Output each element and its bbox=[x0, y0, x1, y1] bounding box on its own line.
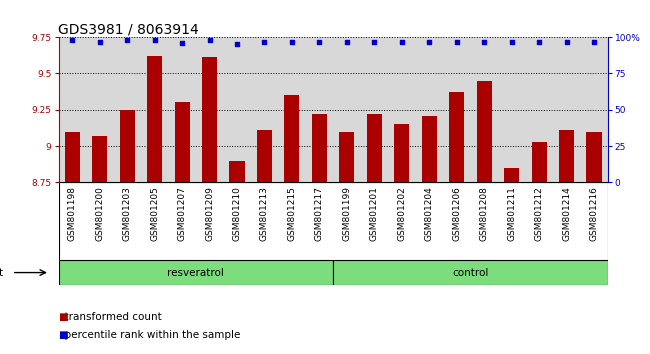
Point bbox=[232, 42, 242, 47]
Text: GSM801215: GSM801215 bbox=[287, 186, 296, 241]
Bar bbox=[257, 130, 272, 182]
Bar bbox=[559, 130, 574, 182]
Point bbox=[562, 39, 572, 44]
Bar bbox=[422, 115, 437, 182]
Bar bbox=[147, 56, 162, 182]
Text: GSM801216: GSM801216 bbox=[590, 186, 599, 241]
Point bbox=[94, 39, 105, 44]
Point bbox=[534, 39, 544, 44]
Point bbox=[369, 39, 380, 44]
Text: GSM801213: GSM801213 bbox=[260, 186, 269, 241]
Text: resveratrol: resveratrol bbox=[168, 268, 224, 278]
Bar bbox=[312, 114, 327, 182]
Text: GSM801201: GSM801201 bbox=[370, 186, 379, 241]
Point bbox=[479, 39, 489, 44]
Text: GSM801198: GSM801198 bbox=[68, 186, 77, 241]
Bar bbox=[92, 136, 107, 182]
Text: GSM801217: GSM801217 bbox=[315, 186, 324, 241]
Text: GSM801202: GSM801202 bbox=[397, 186, 406, 241]
Point bbox=[259, 39, 270, 44]
Text: GSM801203: GSM801203 bbox=[123, 186, 132, 241]
Point bbox=[150, 37, 160, 43]
Bar bbox=[175, 102, 190, 182]
Text: GSM801204: GSM801204 bbox=[424, 186, 434, 241]
Text: GSM801208: GSM801208 bbox=[480, 186, 489, 241]
Bar bbox=[586, 131, 601, 182]
Bar bbox=[367, 114, 382, 182]
Text: GSM801211: GSM801211 bbox=[507, 186, 516, 241]
Text: GSM801200: GSM801200 bbox=[95, 186, 104, 241]
Point bbox=[589, 39, 599, 44]
Bar bbox=[333, 260, 608, 285]
Bar bbox=[532, 142, 547, 182]
Point bbox=[287, 39, 297, 44]
Bar bbox=[120, 110, 135, 182]
Bar bbox=[504, 168, 519, 182]
Text: GSM801207: GSM801207 bbox=[177, 186, 187, 241]
Text: agent: agent bbox=[0, 268, 3, 278]
Text: percentile rank within the sample: percentile rank within the sample bbox=[58, 330, 241, 339]
Point bbox=[122, 37, 133, 43]
Text: GSM801214: GSM801214 bbox=[562, 186, 571, 241]
Bar bbox=[339, 131, 354, 182]
Point bbox=[177, 40, 187, 46]
Bar bbox=[449, 92, 464, 182]
Text: GSM801205: GSM801205 bbox=[150, 186, 159, 241]
Text: GSM801206: GSM801206 bbox=[452, 186, 462, 241]
Text: ■: ■ bbox=[58, 330, 68, 339]
Bar bbox=[395, 124, 410, 182]
Bar bbox=[476, 81, 491, 182]
Point bbox=[424, 39, 434, 44]
Point bbox=[67, 37, 77, 43]
Bar bbox=[285, 95, 300, 182]
Point bbox=[396, 39, 407, 44]
Point bbox=[506, 39, 517, 44]
Text: GDS3981 / 8063914: GDS3981 / 8063914 bbox=[58, 22, 200, 36]
Text: transformed count: transformed count bbox=[58, 312, 162, 322]
Text: ■: ■ bbox=[58, 312, 68, 322]
Text: GSM801199: GSM801199 bbox=[343, 186, 352, 241]
Bar bbox=[65, 131, 80, 182]
Point bbox=[204, 37, 214, 43]
Point bbox=[452, 39, 462, 44]
Text: GSM801212: GSM801212 bbox=[534, 186, 543, 241]
Text: control: control bbox=[452, 268, 489, 278]
Bar bbox=[229, 160, 244, 182]
Bar bbox=[202, 57, 217, 182]
Bar bbox=[58, 260, 333, 285]
Text: GSM801209: GSM801209 bbox=[205, 186, 214, 241]
Point bbox=[314, 39, 324, 44]
Point bbox=[342, 39, 352, 44]
Text: GSM801210: GSM801210 bbox=[233, 186, 242, 241]
